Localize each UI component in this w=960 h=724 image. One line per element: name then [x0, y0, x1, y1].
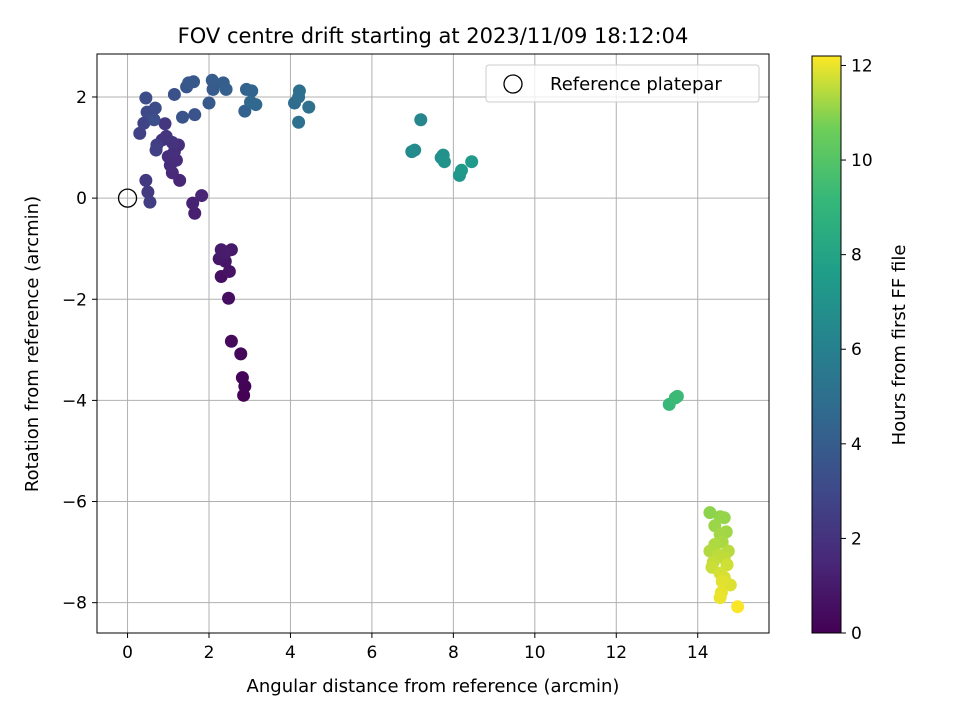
data-point [143, 195, 157, 209]
data-point [222, 264, 236, 278]
data-point [292, 84, 306, 98]
reference-marker-group [117, 188, 138, 208]
data-point [141, 185, 155, 199]
x-tick-label: 12 [605, 643, 627, 663]
data-point [245, 84, 259, 98]
legend-reference-marker [503, 74, 523, 94]
x-tick-label: 2 [204, 643, 215, 663]
x-tick-label: 4 [285, 643, 296, 663]
legend-box [485, 64, 760, 103]
data-point [205, 73, 219, 87]
colorbar-tick-label: 8 [851, 246, 862, 266]
data-point [202, 96, 216, 110]
data-point [139, 91, 153, 105]
data-point [139, 173, 153, 187]
data-point [249, 98, 263, 112]
data-point [218, 246, 232, 260]
data-point [167, 87, 181, 101]
colorbar-tick-label: 6 [851, 340, 862, 360]
data-point [176, 110, 190, 124]
data-point [159, 129, 173, 143]
y-tick-label: 0 [76, 189, 87, 209]
data-point [414, 113, 428, 127]
x-tick-label: 14 [687, 643, 709, 663]
colorbar-label: Hours from first FF file [889, 245, 910, 446]
y-tick-label: 2 [76, 88, 87, 108]
data-point [158, 117, 172, 131]
y-tick-label: −8 [62, 594, 87, 614]
data-point [715, 574, 729, 588]
x-axis-ticks: 0 2 4 6 8 10 12 14 [122, 633, 709, 663]
y-tick-label: −6 [62, 493, 87, 513]
data-point [731, 600, 745, 614]
legend-entry-reference-platepar: Reference platepar [550, 74, 722, 95]
colorbar: 0 2 4 6 8 10 12 Hours from first FF file [811, 55, 910, 644]
y-axis-ticks: −8 −6 −4 −2 0 2 [62, 88, 97, 614]
data-point [292, 115, 306, 129]
data-point [302, 100, 316, 114]
data-point [455, 163, 469, 177]
colorbar-tick-label: 2 [851, 529, 862, 549]
data-point [195, 189, 209, 203]
data-point [713, 591, 727, 605]
data-points [133, 73, 745, 614]
data-point [465, 155, 479, 169]
colorbar-tick-label: 0 [851, 624, 862, 644]
x-axis-label: Angular distance from reference (arcmin) [247, 676, 620, 697]
colorbar-ticks: 0 2 4 6 8 10 12 [841, 56, 873, 644]
colorbar-gradient [811, 55, 842, 634]
data-point [149, 143, 163, 157]
data-point [148, 101, 162, 115]
legend: Reference platepar [485, 64, 760, 103]
y-axis-label: Rotation from reference (arcmin) [22, 196, 43, 492]
chart-title: FOV centre drift starting at 2023/11/09 … [178, 24, 689, 48]
data-point [437, 155, 451, 169]
colorbar-tick-label: 10 [851, 151, 873, 171]
x-tick-label: 8 [448, 643, 459, 663]
data-point [222, 291, 236, 305]
data-point [133, 126, 147, 140]
y-tick-label: −4 [62, 391, 87, 411]
data-point [188, 206, 202, 220]
x-tick-label: 6 [366, 643, 377, 663]
data-point [186, 196, 200, 210]
x-tick-label: 10 [524, 643, 546, 663]
data-point [224, 334, 238, 348]
data-point [408, 143, 422, 157]
reference-platepar-marker [117, 188, 138, 208]
data-point [147, 113, 161, 127]
y-tick-label: −2 [62, 290, 87, 310]
data-point [703, 506, 717, 520]
data-point [188, 108, 202, 122]
plot-frame [96, 53, 770, 634]
colorbar-tick-label: 12 [851, 56, 873, 76]
data-point [235, 371, 249, 385]
data-point [219, 82, 233, 96]
colorbar-tick-label: 4 [851, 435, 862, 455]
data-point [234, 347, 248, 361]
data-point [717, 511, 731, 525]
data-point [670, 389, 684, 403]
x-tick-label: 0 [122, 643, 133, 663]
grid-lines [97, 54, 769, 633]
data-point [187, 75, 201, 89]
